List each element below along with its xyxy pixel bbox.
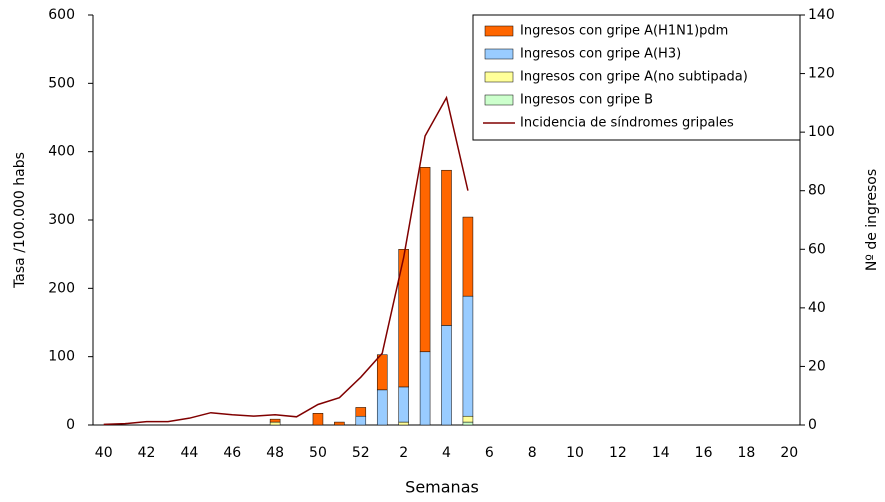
y2-tick-label: 120 [808, 66, 835, 82]
legend-swatch [484, 48, 514, 60]
y-tick-label: 200 [48, 280, 75, 296]
x-tick-label: 20 [780, 445, 798, 461]
bar [398, 249, 409, 388]
legend-swatch [484, 25, 514, 37]
x-axis-title: Semanas [405, 478, 479, 497]
y-tick-label: 600 [48, 7, 75, 23]
bar [419, 167, 431, 353]
y-tick-label: 100 [48, 349, 75, 365]
legend-label: Ingresos con gripe A(no subtipada) [520, 70, 748, 85]
y-axis-title: Tasa /100.000 habs [12, 152, 28, 289]
y2-tick-label: 20 [808, 358, 826, 374]
bar [312, 413, 324, 426]
x-tick-label: 40 [95, 445, 113, 461]
bar [269, 418, 281, 423]
y2-axis-title: Nº de ingresos [864, 169, 880, 271]
bar [355, 415, 367, 426]
legend-swatch [484, 94, 514, 106]
bar [462, 295, 474, 417]
x-tick-label: 4 [442, 445, 451, 461]
bar [419, 351, 431, 426]
legend-label: Ingresos con gripe A(H1N1)pdm [520, 24, 728, 39]
y2-tick-label: 80 [808, 183, 826, 199]
y2-tick-label: 60 [808, 241, 826, 257]
bar [441, 169, 452, 326]
bar [462, 415, 474, 423]
legend-swatch [484, 71, 514, 83]
x-tick-label: 10 [566, 445, 584, 461]
bar [376, 389, 388, 426]
y-tick-label: 400 [48, 144, 75, 160]
bar [398, 386, 409, 423]
y2-tick-label: 140 [808, 7, 835, 23]
bar [462, 421, 474, 426]
x-tick-label: 52 [352, 445, 370, 461]
x-tick-label: 16 [695, 445, 713, 461]
y2-tick-label: 0 [808, 417, 817, 433]
x-tick-label: 44 [180, 445, 198, 461]
x-tick-label: 14 [652, 445, 670, 461]
y-tick-label: 0 [66, 417, 75, 433]
bar [441, 325, 452, 426]
x-tick-label: 42 [138, 445, 156, 461]
bar [376, 354, 388, 391]
legend-box [472, 14, 801, 141]
x-tick-label: 6 [485, 445, 494, 461]
y-tick-label: 500 [48, 75, 75, 91]
x-tick-label: 2 [399, 445, 408, 461]
x-tick-label: 48 [266, 445, 284, 461]
x-tick-label: 12 [609, 445, 627, 461]
bar [334, 421, 345, 426]
bar [355, 407, 367, 417]
legend-label: Ingresos con gripe B [520, 93, 653, 108]
y2-tick-label: 40 [808, 300, 826, 316]
legend-label: Incidencia de síndromes gripales [520, 116, 734, 131]
bar [269, 421, 281, 426]
bar [398, 421, 409, 426]
bar [462, 216, 474, 297]
legend-label: Ingresos con gripe A(H3) [520, 47, 681, 62]
x-tick-label: 18 [738, 445, 756, 461]
x-tick-label: 8 [528, 445, 537, 461]
line [103, 95, 469, 426]
x-tick-label: 50 [309, 445, 327, 461]
x-tick-label: 46 [223, 445, 241, 461]
y-tick-label: 300 [48, 212, 75, 228]
y2-tick-label: 100 [808, 124, 835, 140]
